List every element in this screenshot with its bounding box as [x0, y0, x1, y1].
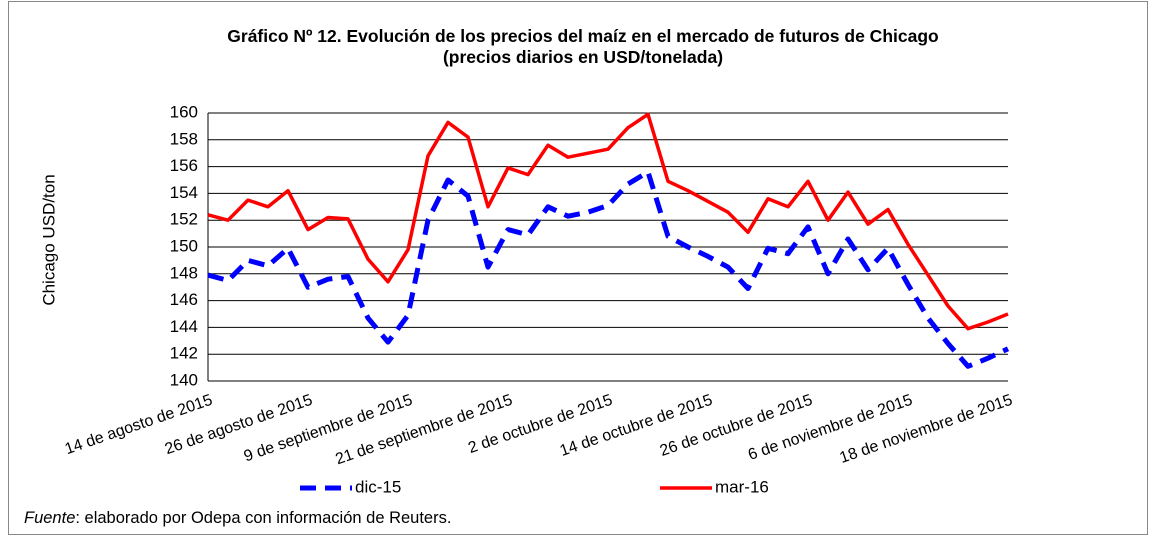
chart-subtitle: (precios diarios en USD/tonelada)	[442, 47, 724, 67]
y-tick-label: 144	[170, 317, 198, 336]
x-tick-label: 21 de septiembre de 2015	[333, 392, 514, 469]
x-tick-label: 18 de noviembre de 2015	[838, 392, 1015, 467]
source-note: Fuente: elaborado por Odepa con informac…	[24, 509, 451, 528]
x-tick-label: 9 de septiembre de 2015	[242, 392, 415, 466]
y-axis-label: Chicago USD/ton	[39, 174, 58, 305]
y-tick-label: 146	[170, 290, 198, 309]
y-tick-label: 148	[170, 263, 198, 282]
y-tick-label: 160	[170, 102, 198, 121]
source-text: : elaborado por Odepa con información de…	[75, 509, 452, 527]
y-tick-label: 150	[170, 236, 198, 255]
y-tick-label: 156	[170, 156, 198, 175]
legend-label: mar-16	[715, 477, 769, 496]
y-tick-label: 152	[170, 210, 198, 229]
source-label: Fuente	[24, 509, 76, 527]
x-tick-label: 6 de noviembre de 2015	[746, 392, 915, 464]
line-series	[207, 112, 1009, 331]
y-tick-label: 158	[170, 129, 198, 148]
y-tick-label: 154	[170, 183, 198, 202]
y-tick-label: 140	[170, 370, 198, 389]
line-series	[207, 169, 1010, 369]
chart-title: Gráfico Nº 12. Evolución de los precios …	[227, 26, 939, 46]
y-tick-label: 142	[170, 344, 198, 363]
frame	[8, 1, 1148, 535]
title-box: Gráfico Nº 12. Evolución de los precios …	[158, 26, 1008, 68]
legend-label: dic-15	[355, 477, 401, 496]
